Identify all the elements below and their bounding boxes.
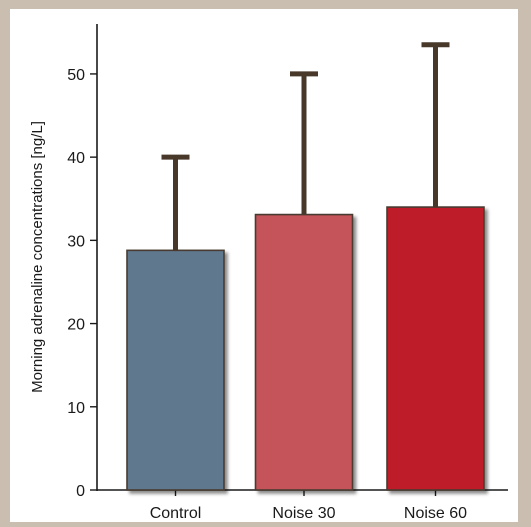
bar-control	[126, 249, 225, 491]
y-tick-label: 50	[67, 67, 85, 84]
x-category-label: Noise 30	[272, 505, 335, 522]
labels: 0 10 20 30 40 50 Control Noise 30 Noise 60	[67, 67, 467, 522]
y-axis-title: Morning adrenaline concentrations [ng/L]	[29, 121, 46, 393]
bar-noise-60	[386, 206, 485, 491]
bars	[126, 206, 485, 491]
x-category-label: Control	[150, 505, 202, 522]
bar-noise-30	[254, 213, 354, 491]
error-bars	[161, 42, 450, 251]
y-tick-label: 30	[67, 233, 85, 250]
y-tick-label: 20	[67, 317, 85, 334]
x-category-label: Noise 60	[404, 505, 467, 522]
y-tick-label: 10	[67, 400, 85, 417]
y-tick-label: 40	[67, 150, 85, 167]
y-tick-label: 0	[76, 483, 85, 500]
